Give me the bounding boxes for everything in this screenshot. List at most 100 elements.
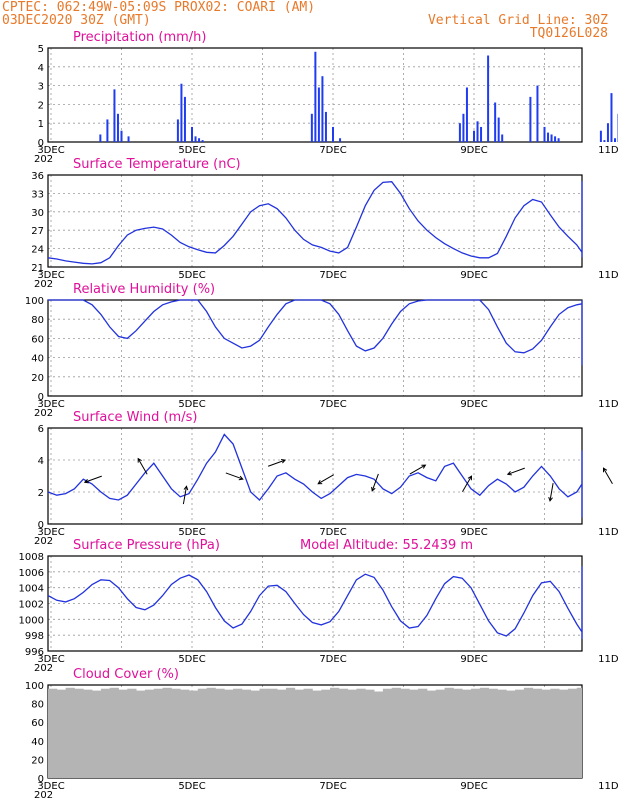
cloud-bar	[312, 690, 322, 778]
wind-arrow-shaft	[225, 472, 243, 480]
y-tick-label: 5	[38, 44, 44, 55]
panel-frame	[47, 427, 583, 525]
y-tick-label: 4	[38, 63, 44, 74]
precip-bar	[599, 130, 602, 142]
precip-bar	[473, 130, 475, 142]
cloud-bar	[180, 689, 190, 778]
precip-bar	[332, 126, 334, 142]
y-tick-label: 21	[31, 263, 44, 274]
panel-title: Relative Humidity (%)	[73, 282, 215, 297]
y-tick-label: 0	[38, 774, 44, 785]
cloud-bar	[453, 688, 463, 778]
cloud-bar	[444, 687, 454, 778]
y-tick-label: 0	[38, 138, 44, 149]
precip-bar	[194, 136, 197, 142]
cloud-bar	[100, 688, 111, 778]
precip-bar	[462, 113, 465, 142]
wind-arrow-head	[238, 475, 244, 481]
cloud-bar	[541, 689, 551, 778]
precip-bar	[465, 87, 468, 142]
series-line	[47, 181, 583, 265]
y-tick-label: 60	[31, 334, 44, 345]
wind-arrow-shaft	[267, 459, 286, 467]
header-model-id: TQ0126L028	[529, 26, 608, 41]
x-tick-label: 11DEC	[598, 781, 618, 792]
y-tick-label: 40	[31, 354, 44, 365]
precip-bar	[554, 136, 557, 142]
wind-arrow-head	[506, 470, 512, 476]
precip-bar	[191, 126, 193, 142]
y-tick-label: 24	[31, 245, 44, 256]
cloud-bar	[347, 689, 357, 778]
y-tick-label: 1002	[19, 600, 44, 611]
panel-title: Surface Wind (m/s)	[73, 410, 197, 425]
cloud-bar	[92, 690, 102, 778]
cloud-bar	[435, 689, 445, 778]
panel-title: Precipitation (mm/h)	[73, 30, 206, 45]
panel-1: 0 1 2 3 4 5 Precipitation (mm/h) 3DEC 5DEC 7DEC 9D…	[34, 30, 618, 165]
x-tick-label: 7DEC	[319, 527, 346, 538]
cloud-bar	[74, 688, 84, 778]
cloud-bar	[523, 687, 534, 778]
cloud-bar	[118, 689, 128, 778]
cloud-bar	[136, 690, 146, 778]
precip-bar	[321, 76, 324, 142]
wind-arrow-head	[603, 467, 608, 473]
y-tick-label: 6	[38, 424, 44, 435]
x-tick-label: 5DEC	[178, 781, 205, 792]
x-tick-label: 3DEC	[37, 654, 64, 665]
panel-4: 0 2 4 6 Surface Wind (m/s) 3DEC 5DEC 7DEC 9DEC 11…	[34, 410, 618, 547]
cloud-bar	[576, 687, 582, 778]
y-tick-label: 996	[25, 647, 44, 658]
cloud-bar	[321, 689, 331, 778]
x-tick-label: 3DEC	[37, 145, 64, 156]
series-line	[47, 566, 583, 640]
header-station-line: CPTEC: 062:49W-05:09S PROX02: COARI (AM)	[2, 0, 316, 15]
cloud-bar	[215, 688, 225, 778]
precip-bar	[476, 121, 479, 142]
precip-bar	[614, 138, 616, 142]
wind-arrow-shaft	[507, 467, 525, 475]
cloud-bar	[338, 688, 349, 778]
cloud-bar	[250, 690, 260, 778]
precip-bar	[501, 134, 504, 142]
panel-frame	[47, 299, 583, 397]
y-tick-label: 27	[31, 226, 44, 237]
precip-bar	[317, 87, 320, 142]
x-tick-label: 3DEC	[37, 270, 64, 281]
cloud-bar	[356, 688, 366, 778]
precip-bar	[497, 117, 500, 142]
panel-annotation: Model Altitude: 55.2439 m	[300, 538, 473, 553]
y-tick-label: 2	[38, 488, 44, 499]
precip-bar	[487, 55, 490, 142]
wind-arrow-shaft	[84, 475, 102, 483]
precip-bar	[324, 111, 327, 142]
precip-bar	[99, 134, 102, 142]
precip-bar	[339, 138, 342, 142]
x-tick-label: 3DEC	[37, 399, 64, 410]
y-tick-label: 0	[38, 392, 44, 403]
wind-arrow-shaft	[462, 475, 472, 493]
cloud-bar	[515, 689, 525, 778]
cloud-bar	[285, 687, 296, 778]
wind-arrow-head	[548, 496, 553, 502]
y-tick-label: 998	[25, 631, 44, 642]
panel-title: Surface Temperature (nC)	[73, 157, 241, 172]
cloud-bar	[277, 689, 287, 778]
cloud-bar	[83, 689, 93, 778]
x-tick-label: 5DEC	[178, 654, 205, 665]
wind-arrow-shaft	[317, 474, 334, 485]
y-tick-label: 33	[31, 189, 44, 200]
precip-bar	[180, 83, 183, 142]
y-tick-label: 60	[31, 718, 44, 729]
wind-arrows	[83, 457, 613, 505]
cloud-bar	[109, 687, 119, 778]
x-tick-sub: 202	[34, 790, 53, 800]
cloud-bar	[559, 689, 569, 778]
x-tick-label: 11DEC	[598, 527, 618, 538]
cloud-bar	[56, 689, 67, 778]
wind-arrow-head	[137, 457, 142, 463]
y-tick-label: 80	[31, 315, 44, 326]
x-tick-label: 7DEC	[319, 399, 346, 410]
